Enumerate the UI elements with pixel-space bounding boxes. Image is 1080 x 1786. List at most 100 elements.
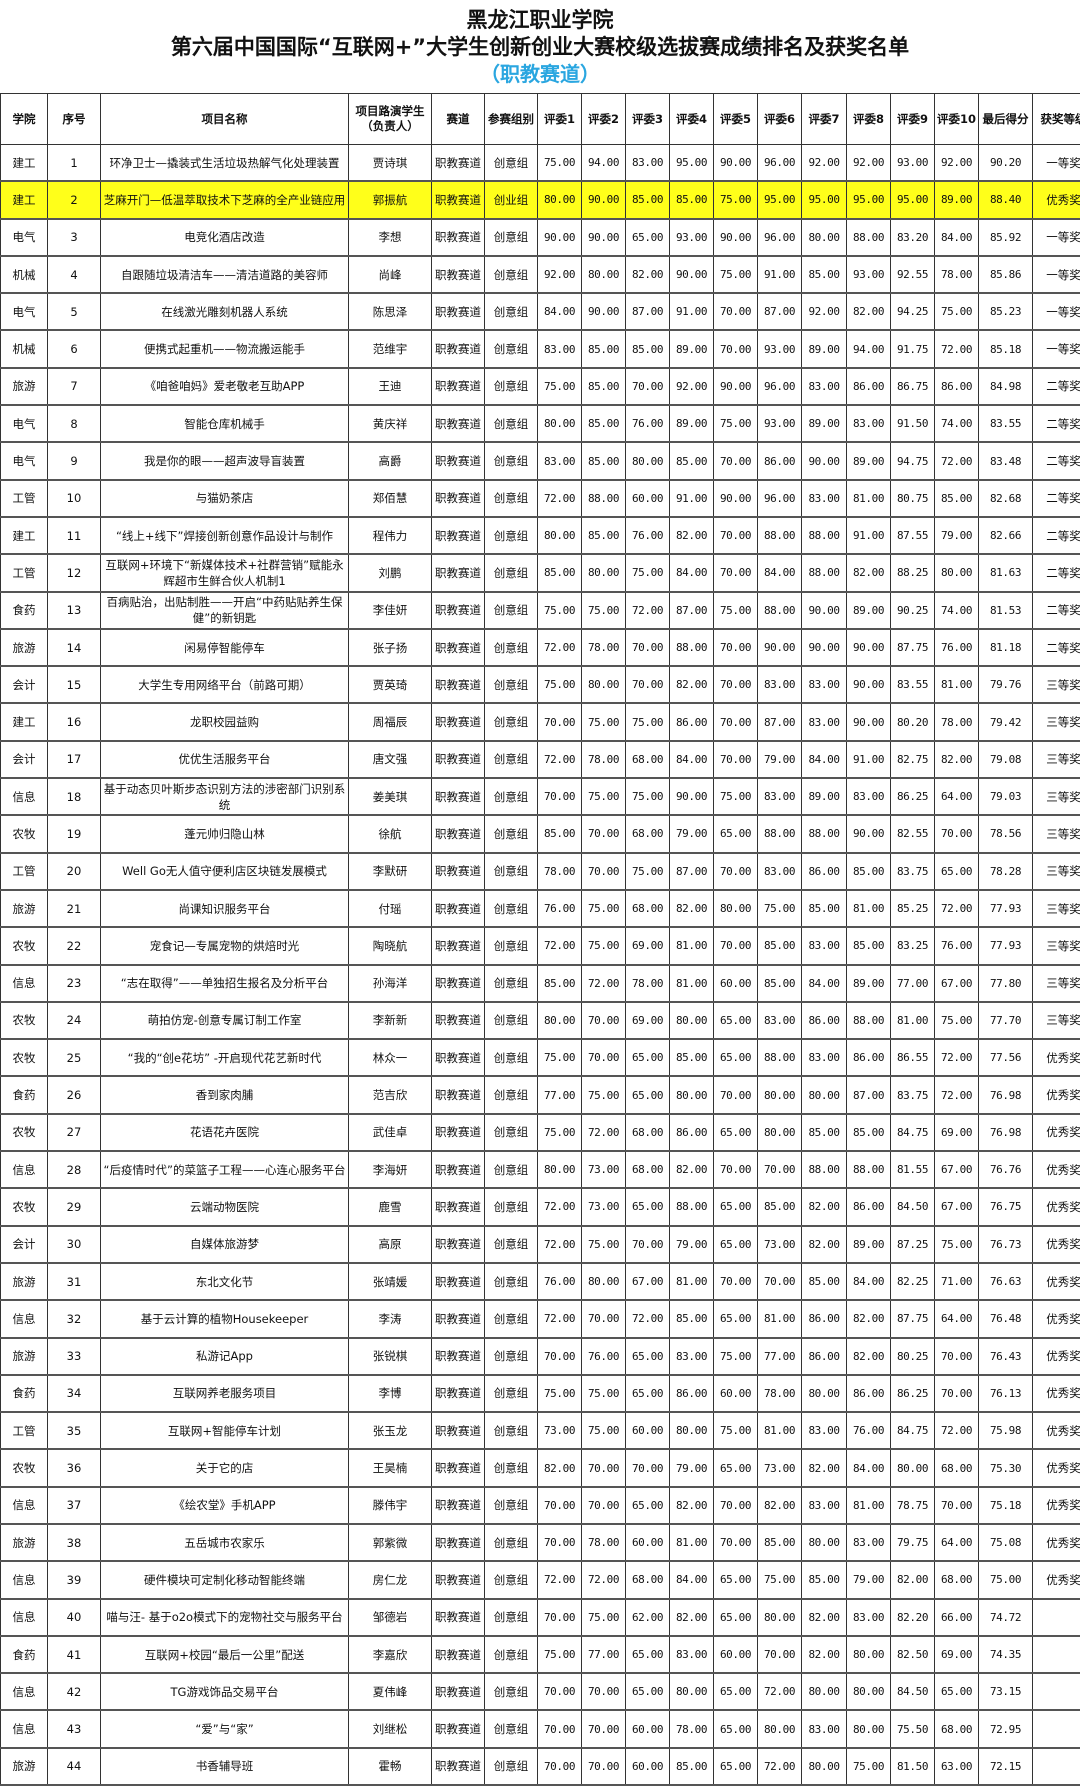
cell-project-name: 自媒体旅游梦 [101, 1226, 349, 1263]
cell-final-score: 75.18 [979, 1487, 1033, 1524]
cell-serial-no: 43 [48, 1710, 101, 1747]
cell-judge-9: 80.75 [891, 480, 935, 517]
cell-judge-1: 70.00 [538, 1338, 582, 1375]
cell-judge-4: 88.00 [670, 629, 714, 666]
cell-track: 职教赛道 [432, 442, 485, 479]
cell-serial-no: 20 [48, 853, 101, 890]
cell-judge-10: 78.00 [935, 703, 979, 740]
column-header-judge-10: 评委10 [935, 94, 979, 145]
cell-judge-4: 90.00 [670, 778, 714, 815]
cell-judge-2: 80.00 [582, 554, 626, 591]
cell-judge-4: 82.00 [670, 890, 714, 927]
cell-judge-6: 88.00 [758, 1039, 802, 1076]
cell-group: 创意组 [485, 853, 538, 890]
cell-judge-9: 94.75 [891, 442, 935, 479]
cell-final-score: 81.18 [979, 629, 1033, 666]
cell-judge-1: 80.00 [538, 1151, 582, 1188]
cell-track: 职教赛道 [432, 1300, 485, 1337]
cell-judge-8: 95.00 [847, 181, 891, 218]
cell-group: 创意组 [485, 1300, 538, 1337]
cell-judge-9: 86.55 [891, 1039, 935, 1076]
cell-final-score: 82.66 [979, 517, 1033, 554]
cell-judge-8: 92.00 [847, 145, 891, 182]
cell-project-name: 互联网养老服务项目 [101, 1375, 349, 1412]
cell-judge-5: 65.00 [714, 1673, 758, 1710]
column-header-project-name: 项目名称 [101, 94, 349, 145]
cell-judge-6: 81.00 [758, 1412, 802, 1449]
cell-judge-5: 70.00 [714, 741, 758, 778]
cell-judge-6: 75.00 [758, 1561, 802, 1598]
cell-award: 优秀奖 [1033, 1039, 1080, 1076]
cell-track: 职教赛道 [432, 1673, 485, 1710]
cell-group: 创意组 [485, 1338, 538, 1375]
cell-award [1033, 1710, 1080, 1747]
cell-college: 工管 [1, 1412, 48, 1449]
column-header-leader: 项目路演学生（负责人） [349, 94, 432, 145]
cell-judge-4: 82.00 [670, 1487, 714, 1524]
cell-judge-10: 68.00 [935, 1561, 979, 1598]
cell-judge-9: 83.75 [891, 853, 935, 890]
cell-college: 建工 [1, 181, 48, 218]
cell-judge-10: 72.00 [935, 442, 979, 479]
cell-judge-7: 85.00 [802, 1561, 847, 1598]
cell-judge-6: 84.00 [758, 554, 802, 591]
cell-judge-7: 80.00 [802, 219, 847, 256]
cell-judge-5: 70.00 [714, 666, 758, 703]
cell-judge-5: 65.00 [714, 1748, 758, 1785]
cell-award: 一等奖 [1033, 145, 1080, 182]
cell-judge-3: 78.00 [626, 965, 670, 1002]
cell-judge-6: 93.00 [758, 330, 802, 367]
cell-judge-4: 87.00 [670, 592, 714, 629]
cell-judge-10: 75.00 [935, 1002, 979, 1039]
cell-leader: 李想 [349, 219, 432, 256]
cell-judge-2: 85.00 [582, 442, 626, 479]
cell-judge-5: 65.00 [714, 1039, 758, 1076]
cell-award: 优秀奖 [1033, 1449, 1080, 1486]
cell-college: 机械 [1, 330, 48, 367]
cell-college: 信息 [1, 1599, 48, 1636]
cell-project-name: 优优生活服务平台 [101, 741, 349, 778]
cell-leader: 高爵 [349, 442, 432, 479]
cell-judge-3: 70.00 [626, 629, 670, 666]
cell-award: 一等奖 [1033, 219, 1080, 256]
cell-track: 职教赛道 [432, 927, 485, 964]
cell-judge-4: 81.00 [670, 965, 714, 1002]
cell-final-score: 75.00 [979, 1561, 1033, 1598]
cell-serial-no: 29 [48, 1188, 101, 1225]
cell-judge-9: 91.50 [891, 405, 935, 442]
cell-judge-9: 80.20 [891, 703, 935, 740]
cell-judge-2: 70.00 [582, 1002, 626, 1039]
column-header-judge-6: 评委6 [758, 94, 802, 145]
cell-judge-8: 83.00 [847, 778, 891, 815]
cell-judge-4: 86.00 [670, 1375, 714, 1412]
cell-judge-4: 80.00 [670, 1412, 714, 1449]
cell-group: 创意组 [485, 1673, 538, 1710]
cell-award: 三等奖 [1033, 666, 1080, 703]
cell-judge-4: 90.00 [670, 256, 714, 293]
cell-project-name: “志在取得”——单独招生报名及分析平台 [101, 965, 349, 1002]
cell-serial-no: 10 [48, 480, 101, 517]
cell-award: 三等奖 [1033, 1002, 1080, 1039]
cell-group: 创意组 [485, 1076, 538, 1113]
cell-judge-5: 60.00 [714, 965, 758, 1002]
cell-judge-2: 72.00 [582, 1114, 626, 1151]
cell-judge-7: 88.00 [802, 554, 847, 591]
cell-group: 创业组 [485, 181, 538, 218]
cell-judge-5: 75.00 [714, 405, 758, 442]
cell-project-name: 大学生专用网络平台（前路可期） [101, 666, 349, 703]
cell-award [1033, 1673, 1080, 1710]
cell-leader: 夏伟峰 [349, 1673, 432, 1710]
cell-judge-1: 75.00 [538, 1636, 582, 1673]
cell-college: 农牧 [1, 1114, 48, 1151]
cell-judge-5: 70.00 [714, 442, 758, 479]
cell-judge-2: 75.00 [582, 1226, 626, 1263]
